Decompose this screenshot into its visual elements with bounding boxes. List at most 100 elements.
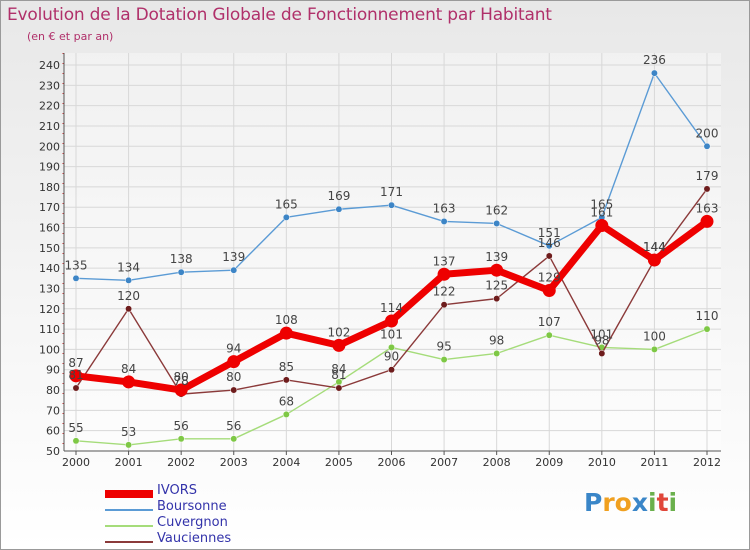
data-point-boursonne <box>125 276 133 284</box>
data-label-ivors: 84 <box>121 362 136 376</box>
data-point-cuvergnon <box>72 437 80 445</box>
legend-swatch-boursonne <box>105 509 153 511</box>
legend-label-ivors: IVORS <box>157 483 198 498</box>
data-label-vauciennes: 144 <box>643 240 666 254</box>
data-label-cuvergnon: 101 <box>380 327 403 341</box>
data-label-boursonne: 236 <box>643 53 666 67</box>
data-label-vauciennes: 80 <box>226 370 241 384</box>
data-label-cuvergnon: 55 <box>68 421 83 435</box>
y-tick-label: 240 <box>39 59 60 72</box>
y-tick-label: 110 <box>39 323 60 336</box>
data-label-vauciennes: 179 <box>696 169 719 183</box>
data-point-boursonne <box>703 142 711 150</box>
data-label-boursonne: 138 <box>170 252 193 266</box>
data-point-boursonne <box>282 213 290 221</box>
data-label-vauciennes: 98 <box>594 333 609 347</box>
x-tick-label: 2008 <box>483 456 511 469</box>
x-tick-label: 2003 <box>220 456 248 469</box>
y-tick-label: 210 <box>39 120 60 133</box>
y-tick-label: 140 <box>39 262 60 275</box>
chart-subtitle: (en € et par an) <box>27 30 114 43</box>
data-point-boursonne <box>177 268 185 276</box>
x-tick-label: 2000 <box>62 456 90 469</box>
data-point-cuvergnon <box>282 410 290 418</box>
data-point-ivors <box>279 326 293 340</box>
data-point-cuvergnon <box>388 343 395 351</box>
data-point-vauciennes <box>545 252 553 260</box>
data-point-ivors <box>490 263 504 277</box>
data-label-ivors: 144 <box>643 240 666 254</box>
data-label-cuvergnon: 107 <box>538 315 561 329</box>
data-label-vauciennes: 125 <box>485 279 508 293</box>
data-point-vauciennes <box>282 376 290 384</box>
data-point-ivors <box>174 383 188 397</box>
data-point-vauciennes <box>230 386 238 394</box>
data-point-vauciennes <box>335 384 343 392</box>
data-label-boursonne: 200 <box>696 126 719 140</box>
logo-letter: r <box>602 488 615 517</box>
data-label-vauciennes: 81 <box>68 368 83 382</box>
data-point-boursonne <box>388 201 395 209</box>
data-point-boursonne <box>335 205 343 213</box>
data-label-boursonne: 135 <box>65 258 88 272</box>
y-tick-label: 160 <box>39 222 60 235</box>
data-label-ivors: 94 <box>226 342 241 356</box>
data-label-vauciennes: 90 <box>384 350 399 364</box>
data-point-cuvergnon <box>440 356 448 364</box>
legend-swatch-vauciennes <box>105 541 153 543</box>
x-tick-label: 2009 <box>535 456 563 469</box>
data-point-boursonne <box>72 274 80 282</box>
data-label-ivors: 137 <box>433 254 456 268</box>
data-label-vauciennes: 120 <box>117 289 140 303</box>
data-label-boursonne: 165 <box>590 197 613 211</box>
data-label-ivors: 163 <box>696 201 719 215</box>
legend-label-boursonne: Boursonne <box>157 499 227 514</box>
data-label-vauciennes: 81 <box>331 368 346 382</box>
x-tick-label: 2012 <box>693 456 721 469</box>
data-point-vauciennes <box>598 350 606 357</box>
data-point-boursonne <box>440 217 448 225</box>
data-point-ivors <box>385 314 398 328</box>
y-tick-label: 150 <box>39 242 60 255</box>
logo-letter: i <box>648 488 657 517</box>
data-label-boursonne: 134 <box>117 260 140 274</box>
y-tick-label: 70 <box>46 404 60 417</box>
data-label-cuvergnon: 110 <box>696 309 719 323</box>
data-point-ivors <box>437 267 451 281</box>
data-label-cuvergnon: 100 <box>643 329 666 343</box>
x-tick-label: 2001 <box>115 456 143 469</box>
logo-letter: o <box>614 488 632 517</box>
data-label-cuvergnon: 68 <box>279 394 294 408</box>
data-point-vauciennes <box>440 301 448 309</box>
data-point-boursonne <box>650 69 658 77</box>
proxiti-logo: Proxiti <box>584 488 677 517</box>
x-tick-label: 2010 <box>588 456 616 469</box>
y-tick-label: 220 <box>39 100 60 113</box>
y-tick-label: 180 <box>39 181 60 194</box>
data-label-cuvergnon: 53 <box>121 425 136 439</box>
data-point-ivors <box>700 214 714 228</box>
data-label-boursonne: 169 <box>327 189 350 203</box>
y-tick-label: 130 <box>39 282 60 295</box>
data-label-ivors: 108 <box>275 313 298 327</box>
data-point-vauciennes <box>493 295 501 303</box>
x-tick-label: 2007 <box>430 456 458 469</box>
data-label-cuvergnon: 95 <box>436 340 451 354</box>
data-label-ivors: 139 <box>485 250 508 264</box>
data-label-boursonne: 171 <box>380 185 403 199</box>
data-point-cuvergnon <box>650 345 658 353</box>
data-label-ivors: 114 <box>380 301 403 315</box>
data-point-cuvergnon <box>703 325 711 333</box>
data-label-boursonne: 151 <box>538 226 561 240</box>
y-tick-label: 50 <box>46 445 60 458</box>
y-tick-label: 190 <box>39 161 60 174</box>
legend-label-cuvergnon: Cuvergnon <box>157 515 228 530</box>
data-point-cuvergnon <box>230 435 238 443</box>
data-point-vauciennes <box>703 185 711 193</box>
data-point-cuvergnon <box>177 435 185 443</box>
x-tick-label: 2005 <box>325 456 353 469</box>
data-label-vauciennes: 146 <box>538 236 561 250</box>
legend-swatch-cuvergnon <box>105 525 153 527</box>
data-label-ivors: 80 <box>174 370 189 384</box>
x-tick-label: 2006 <box>378 456 406 469</box>
